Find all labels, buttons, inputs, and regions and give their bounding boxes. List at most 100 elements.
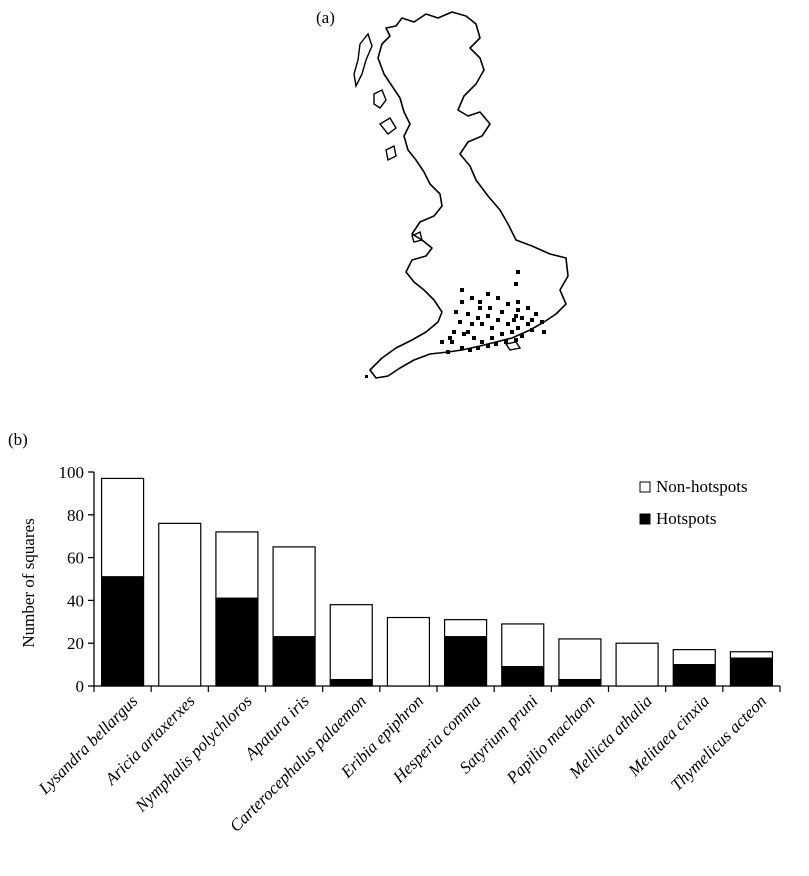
hotspot-square bbox=[470, 322, 474, 326]
category-label: Lysandra bellargus bbox=[34, 691, 141, 798]
hotspot-square bbox=[460, 300, 464, 304]
hotspot-square bbox=[494, 342, 498, 346]
hotspot-square bbox=[530, 328, 534, 332]
hotspot-square bbox=[496, 318, 500, 322]
skye-outline bbox=[373, 89, 387, 109]
hotspot-square bbox=[516, 308, 520, 312]
bar-hotspots bbox=[443, 636, 488, 687]
y-tick-label: 80 bbox=[67, 506, 84, 525]
hotspot-square bbox=[478, 306, 482, 310]
anglesey-outline bbox=[411, 230, 423, 243]
hotspot-square bbox=[516, 326, 520, 330]
legend: Non-hotspots Hotspots bbox=[639, 477, 748, 528]
hotspot-square bbox=[534, 312, 538, 316]
bar-non-hotspots bbox=[100, 477, 145, 578]
bar-non-hotspots bbox=[329, 604, 373, 681]
hotspot-square bbox=[500, 332, 504, 336]
hotspot-square bbox=[476, 316, 480, 320]
hotspot-square bbox=[480, 340, 484, 344]
y-tick-label: 20 bbox=[67, 634, 84, 653]
hotspot-square bbox=[488, 306, 492, 310]
bar-non-hotspots bbox=[501, 623, 545, 668]
hotspot-square bbox=[514, 282, 518, 286]
mull-outline bbox=[378, 117, 397, 135]
hotspot-square bbox=[486, 344, 490, 348]
hotspot-square bbox=[460, 288, 464, 292]
legend-label-non-hotspots: Non-hotspots bbox=[656, 477, 748, 496]
hotspot-square bbox=[460, 346, 464, 350]
hotspot-square bbox=[530, 318, 534, 322]
hotspot-square bbox=[512, 318, 516, 322]
hotspot-square bbox=[506, 302, 510, 306]
hotspot-square bbox=[452, 330, 456, 334]
bar-non-hotspots bbox=[272, 546, 316, 638]
hotspot-square bbox=[490, 336, 494, 340]
hotspot-square bbox=[450, 340, 454, 344]
bar-hotspots bbox=[729, 657, 774, 687]
hotspot-square bbox=[472, 336, 476, 340]
bar-hotspots bbox=[329, 678, 373, 687]
bar-non-hotspots bbox=[215, 531, 259, 599]
hotspot-square bbox=[520, 316, 524, 320]
hotspot-square bbox=[466, 330, 470, 334]
hotspot-square bbox=[468, 348, 472, 352]
bar-hotspots bbox=[672, 664, 716, 687]
hotspot-square bbox=[448, 336, 452, 340]
hotspot-square bbox=[514, 338, 518, 342]
y-tick-label: 40 bbox=[67, 591, 84, 610]
hotspot-square bbox=[516, 270, 520, 274]
hotspot-square bbox=[478, 300, 482, 304]
hotspot-square bbox=[504, 340, 508, 344]
panel-label-b: (b) bbox=[8, 430, 28, 449]
hotspot-square bbox=[454, 310, 458, 314]
y-tick-label: 60 bbox=[67, 549, 84, 568]
bar-hotspots bbox=[501, 666, 545, 687]
hotspot-square bbox=[516, 300, 520, 304]
hotspot-square bbox=[514, 314, 518, 318]
hotspot-square bbox=[440, 340, 444, 344]
panel-label-a: (a) bbox=[316, 8, 335, 27]
hotspot-square bbox=[486, 292, 490, 296]
islay-outline bbox=[385, 144, 397, 162]
isle-of-wight-outline bbox=[504, 341, 522, 351]
britain-map bbox=[353, 11, 569, 379]
hotspot-square bbox=[520, 334, 524, 338]
bar-non-hotspots bbox=[615, 642, 659, 687]
hotspot-square bbox=[540, 320, 544, 324]
hotspot-square bbox=[542, 330, 546, 334]
hotspot-square bbox=[470, 296, 474, 300]
hotspot-square bbox=[500, 310, 504, 314]
bar-non-hotspots bbox=[558, 638, 602, 681]
legend-swatch-non-hotspots bbox=[639, 481, 651, 493]
hotspot-square bbox=[496, 296, 500, 300]
hotspot-square bbox=[486, 314, 490, 318]
hotspot-square bbox=[466, 312, 470, 316]
bar-non-hotspots bbox=[158, 522, 202, 687]
western-isles-outline bbox=[353, 32, 373, 89]
hotspot-square bbox=[446, 350, 450, 354]
britain-outline bbox=[369, 11, 569, 379]
bar-hotspots bbox=[558, 678, 602, 687]
hotspot-square bbox=[526, 322, 530, 326]
hotspot-square bbox=[476, 346, 480, 350]
bar-non-hotspots bbox=[443, 619, 488, 638]
hotspot-square bbox=[458, 320, 462, 324]
y-tick-label: 0 bbox=[76, 677, 85, 696]
scilly-isles bbox=[365, 375, 368, 378]
hotspot-square bbox=[462, 332, 466, 336]
bar-non-hotspots bbox=[672, 649, 716, 666]
hotspot-square bbox=[506, 322, 510, 326]
category-label: Thymelicus acteon bbox=[667, 691, 770, 794]
hotspot-square bbox=[526, 306, 530, 310]
hotspot-square bbox=[480, 322, 484, 326]
bar-hotspots bbox=[100, 576, 145, 687]
y-axis-label: Number of squares bbox=[19, 518, 38, 647]
y-tick-label: 100 bbox=[59, 463, 85, 482]
bar-non-hotspots bbox=[729, 651, 774, 659]
bar-hotspots bbox=[215, 597, 259, 687]
legend-label-hotspots: Hotspots bbox=[656, 509, 716, 528]
hotspot-square bbox=[490, 326, 494, 330]
legend-swatch-hotspots bbox=[639, 513, 651, 525]
hotspot-square bbox=[510, 330, 514, 334]
